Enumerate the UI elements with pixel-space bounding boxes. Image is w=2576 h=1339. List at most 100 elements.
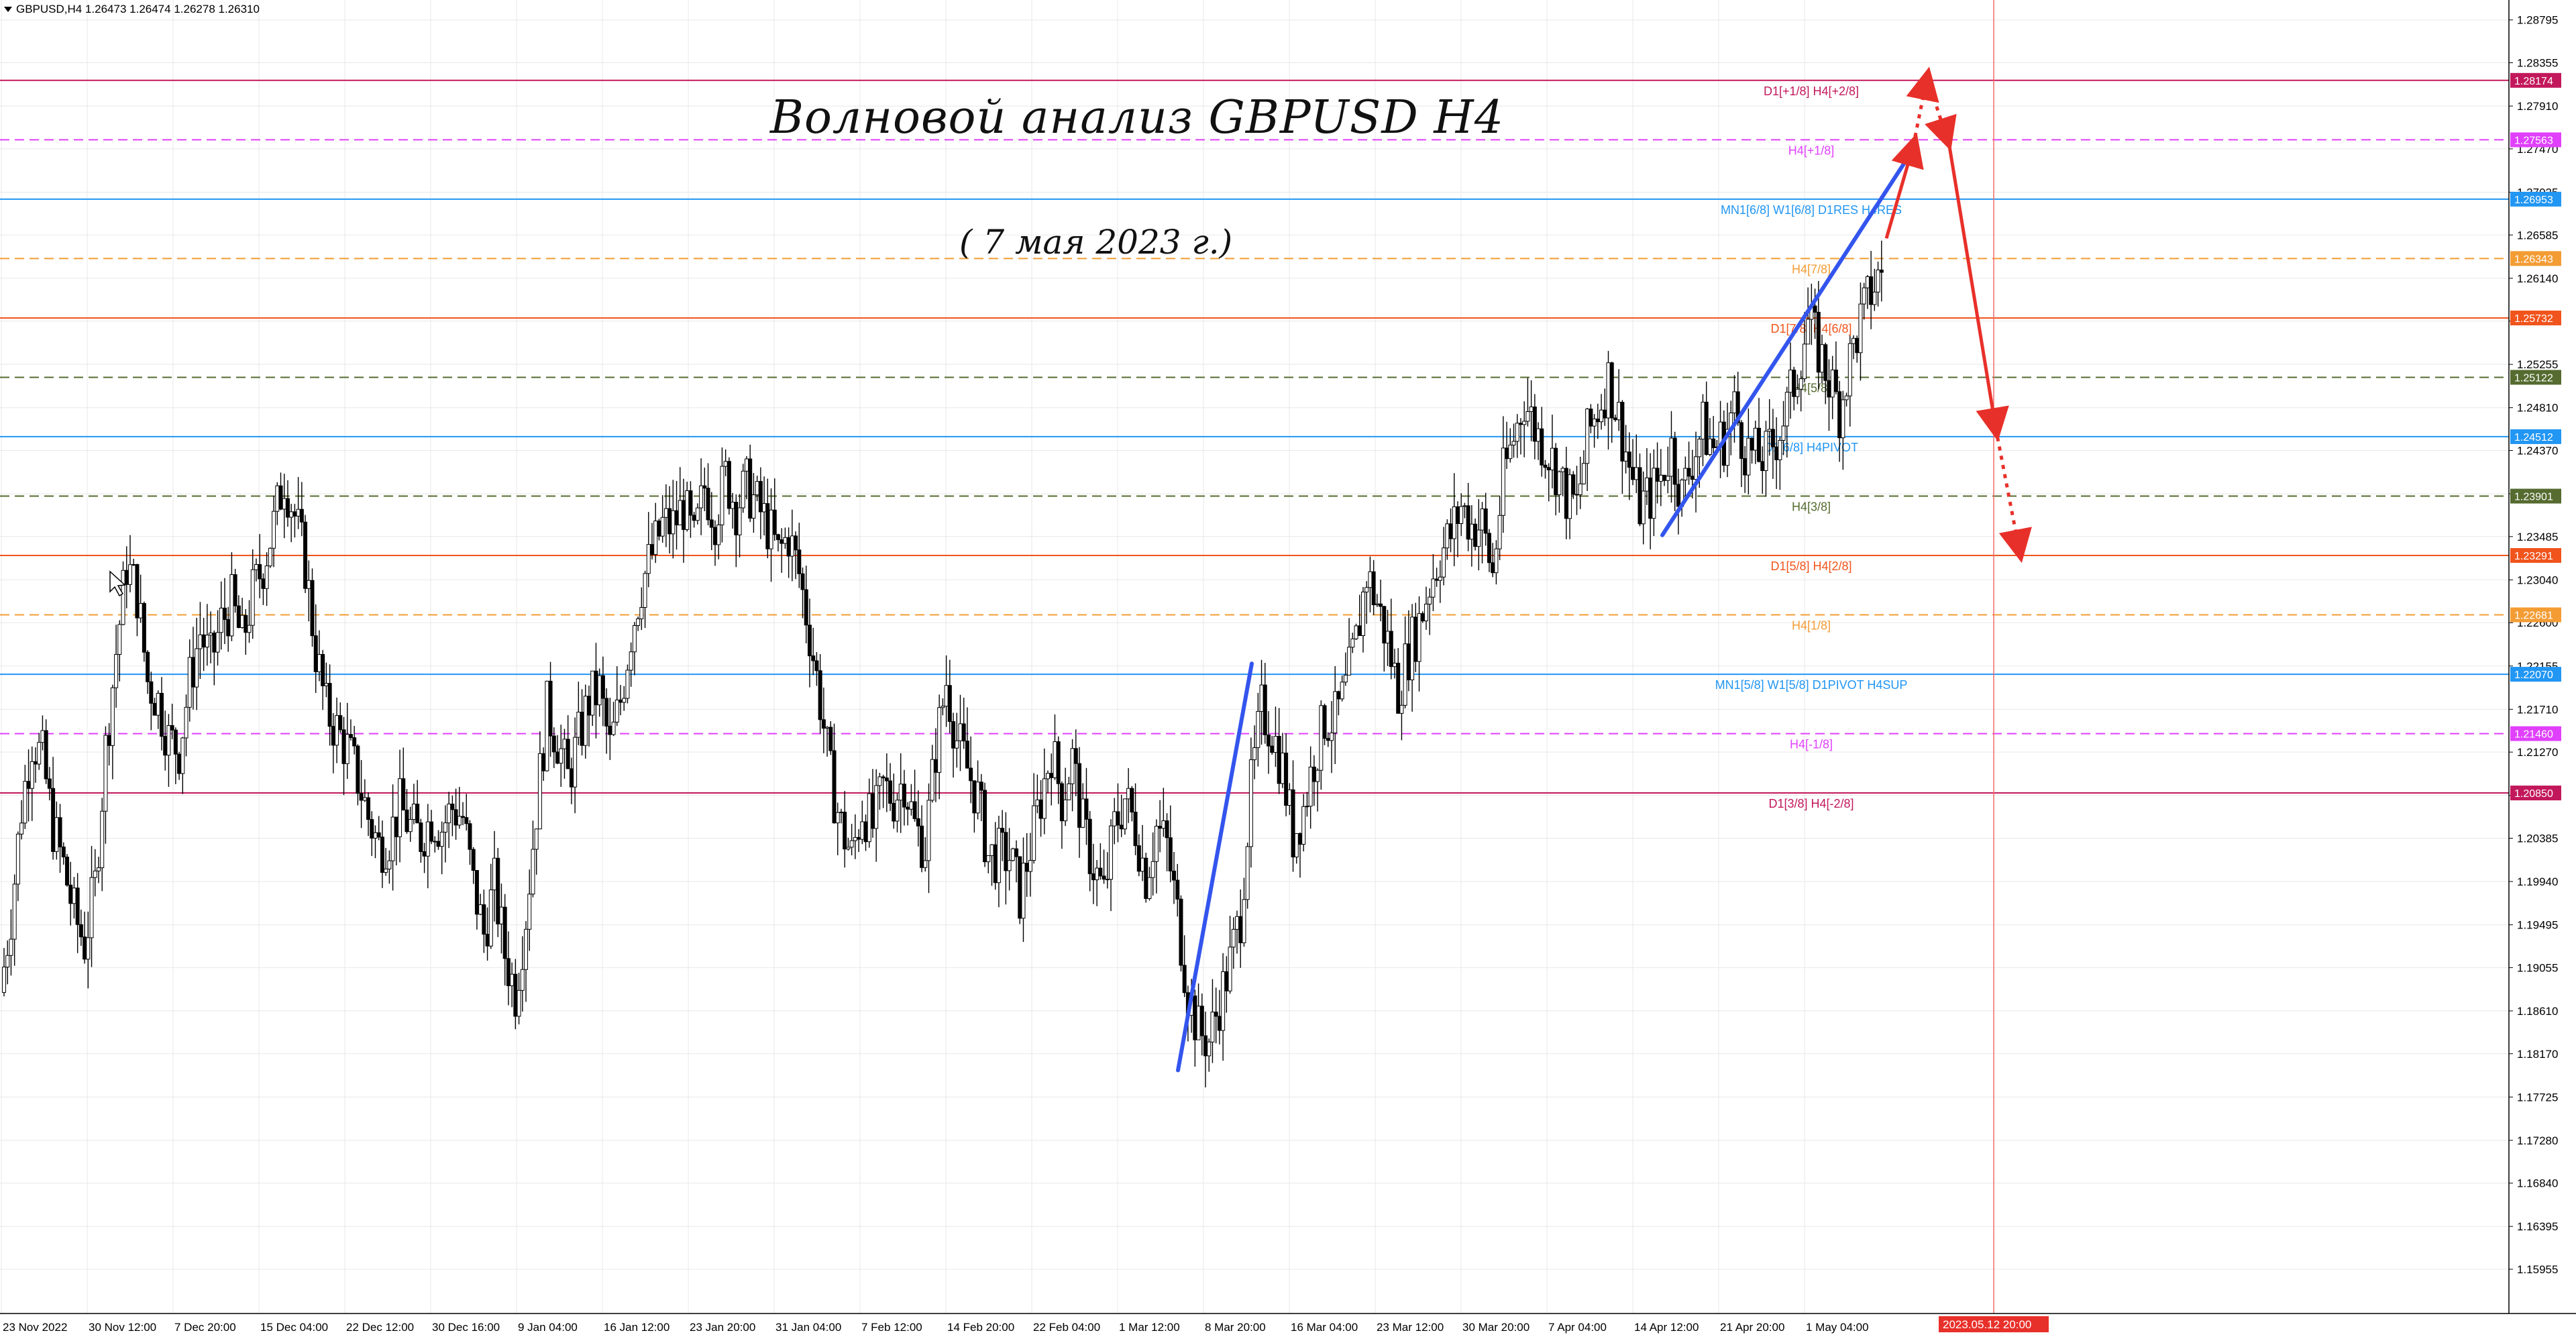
candle [439,821,444,875]
x-tick-label: 31 Jan 04:00 [775,1321,841,1334]
price-tag-label: 1.24512 [2514,432,2553,443]
candle [338,702,343,733]
candle [5,940,10,985]
price-tag-label: 1.20850 [2514,788,2553,800]
candle [127,535,132,592]
price-tag-label: 1.23291 [2514,551,2553,562]
y-tick-label: 1.24810 [2517,402,2558,415]
price-tag: 1.21460 [2510,726,2561,741]
candle [566,715,570,769]
candle [1228,916,1232,994]
candle [457,786,462,829]
y-tick-label: 1.21270 [2517,746,2558,759]
candle [1438,560,1442,603]
candle [772,478,777,541]
candle [1199,994,1204,1056]
candle [1154,819,1159,894]
candle [1063,767,1068,826]
candle [1242,877,1246,947]
candle [527,869,532,951]
candle [390,784,395,891]
candle [979,773,983,822]
price-tag-label: 1.26343 [2514,254,2553,265]
candle [545,680,549,772]
candle [299,482,304,537]
candle [846,837,851,851]
x-tick-label: 1 Mar 12:00 [1119,1321,1180,1334]
candle [471,847,476,884]
candle [930,745,934,803]
candle [1165,813,1169,871]
candle [1350,633,1355,653]
candle [751,473,756,533]
candle [1340,675,1344,702]
candle [1021,837,1026,943]
candle [23,764,28,829]
candle [1179,895,1183,972]
price-tag: 1.28174 [2510,72,2561,88]
candle [1144,853,1148,903]
candle [961,697,966,749]
candle [604,688,609,754]
candle [100,798,105,892]
candle [258,534,262,598]
candle [1841,390,1845,470]
candle [447,792,451,849]
candle [1266,711,1271,774]
level-label: D1[3/8] H4[-2/8] [1768,797,1854,810]
candle [366,792,371,837]
candle [285,480,290,527]
candle [1442,527,1446,586]
candle [741,464,745,513]
y-tick-label: 1.27910 [2517,100,2558,113]
y-tick-label: 1.28795 [2517,14,2558,27]
candle [807,598,812,688]
candle [1399,690,1404,741]
candle [1704,381,1709,456]
candle [1568,468,1572,539]
candle [37,733,42,770]
y-tick-label: 1.26585 [2517,229,2558,242]
candle [244,608,248,655]
candle [1150,832,1155,896]
candle [1609,362,1614,443]
candle [268,547,272,568]
candle [310,568,315,647]
candle [947,659,952,734]
x-tick-label: 7 Dec 20:00 [174,1321,236,1334]
candle [1248,737,1253,868]
candle [380,820,384,888]
y-tick-label: 1.17725 [2517,1091,2558,1104]
candle [537,731,542,830]
candle [695,503,700,525]
level-label: D1[+1/8] H4[+2/8] [1764,85,1859,98]
forecast-arrow-up-dotted [1906,66,1939,147]
candle [1515,414,1519,458]
candle [75,873,80,953]
candle [1073,729,1078,797]
candle [303,515,308,594]
candle [1532,394,1537,460]
price-tag-label: 1.21460 [2514,729,2553,741]
candle [517,972,521,1025]
symbol-header: GBPUSD,H4 1.26473 1.26474 1.26278 1.2631… [4,3,260,16]
candle [804,566,808,644]
candle [874,769,879,862]
candle [1459,493,1464,536]
candle [983,782,987,867]
candle [250,549,255,639]
candle [1627,432,1631,500]
candle [716,514,721,559]
x-tick-label: 7 Feb 12:00 [861,1321,922,1334]
candle [814,652,819,686]
candle [1833,341,1838,394]
candle [114,625,119,708]
candle [376,816,381,841]
price-tag: 1.26953 [2510,191,2561,207]
triangle-down-icon[interactable] [4,7,12,12]
candle [1739,420,1743,488]
candle [828,721,833,755]
candle [1360,586,1365,653]
